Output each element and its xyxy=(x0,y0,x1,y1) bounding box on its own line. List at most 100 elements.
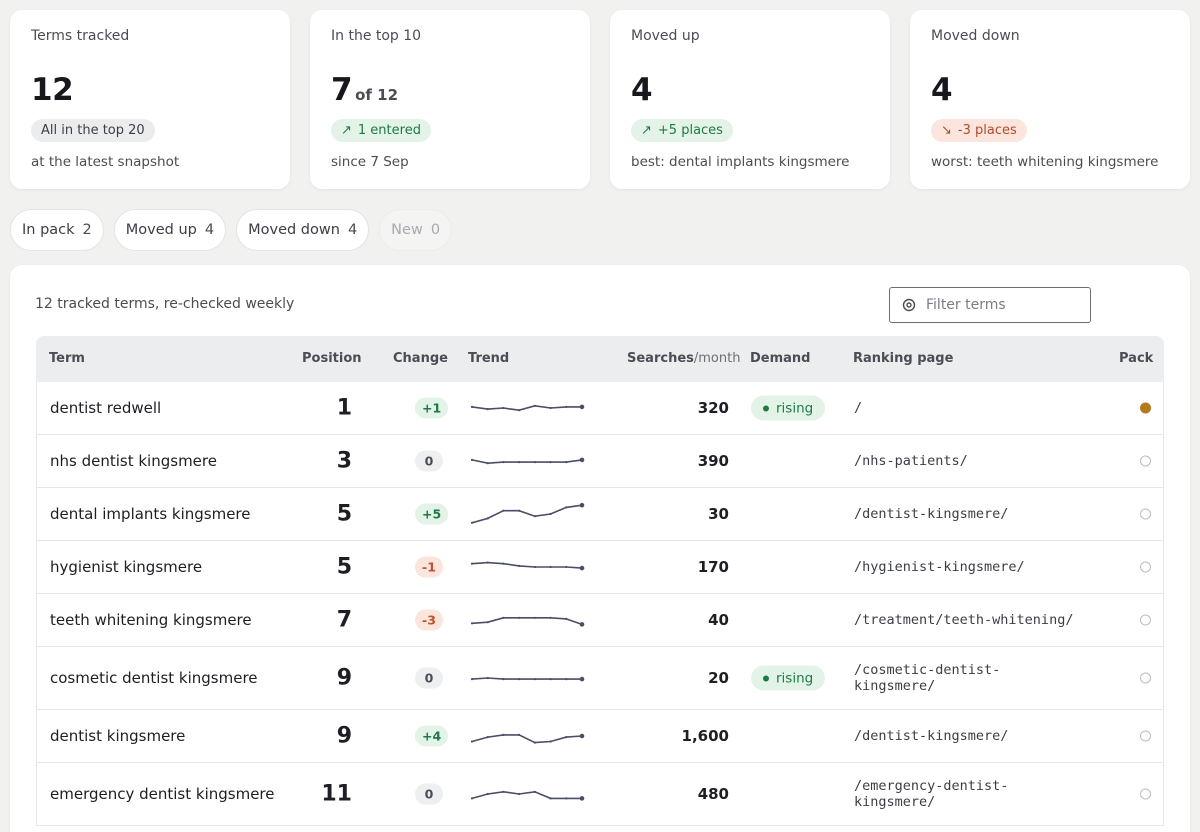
sparkline-line xyxy=(471,561,583,569)
stat-value: 7 of 12 xyxy=(331,72,398,108)
sparkline-point xyxy=(486,792,489,796)
sparkline-point xyxy=(502,509,505,512)
sparkline-point xyxy=(533,461,536,464)
sparkline-line xyxy=(471,734,583,744)
ranking-page-cell: /hygienist-kingsmere/ xyxy=(854,559,1025,575)
sparkline-point xyxy=(565,506,568,509)
term-cell: dentist redwell xyxy=(50,399,162,417)
table-row[interactable]: teeth whitening kingsmere 7 -3 40/treatment… xyxy=(36,594,1164,647)
table-row[interactable]: dentist kingsmere 9 +4 1,600/dentist-kingsm… xyxy=(36,710,1164,763)
sparkline-svg xyxy=(470,790,585,801)
sparkline-point xyxy=(549,678,552,681)
position-cell: 9 xyxy=(336,723,352,749)
sparkline-point xyxy=(579,404,585,410)
col-term[interactable]: Term xyxy=(49,351,85,366)
chip-label: In pack xyxy=(22,222,75,238)
col-change[interactable]: Change xyxy=(393,351,448,366)
table-row[interactable]: cosmetic dentist kingsmere 9 0 20 rising/cos… xyxy=(36,647,1164,710)
filter-terms-field[interactable] xyxy=(889,287,1091,323)
sparkline-point xyxy=(533,790,536,793)
searches-cell: 390 xyxy=(697,452,729,470)
sparkline-point xyxy=(470,797,474,800)
stat-card-moved-up: Moved up 4 ↗ +5 places best: dental impla… xyxy=(610,10,890,189)
sparkline-point xyxy=(518,564,521,567)
sparkline-point xyxy=(579,565,585,571)
chip-count: 0 xyxy=(430,222,441,238)
searches-cell: 480 xyxy=(697,785,729,803)
change-badge: +4 xyxy=(415,725,449,747)
change-badge: -1 xyxy=(415,556,443,578)
stat-badge: ↗ +5 places xyxy=(631,119,733,142)
sparkline-point xyxy=(502,406,505,410)
sparkline-point xyxy=(533,741,536,744)
pack-filled-dot-icon xyxy=(1140,402,1151,414)
trend-sparkline xyxy=(470,779,586,809)
stat-badge-text: All in the top 20 xyxy=(41,123,145,138)
chip-count: 4 xyxy=(204,222,215,238)
stat-badge-text: +5 places xyxy=(657,123,723,138)
sparkline-point xyxy=(470,678,474,681)
position-cell: 5 xyxy=(336,501,352,527)
pack-empty-dot-icon xyxy=(1140,730,1151,742)
change-badge: 0 xyxy=(415,783,443,805)
sparkline-point xyxy=(518,792,521,796)
table-row[interactable]: emergency dentist kingsmere 11 0 480/emerge… xyxy=(36,763,1164,826)
searches-cell: 20 xyxy=(708,669,729,687)
change-badge: -3 xyxy=(415,609,443,631)
ranking-page-cell: /dentist-kingsmere/ xyxy=(854,728,1009,744)
position-cell: 1 xyxy=(336,395,352,421)
col-searches[interactable]: Searches/month xyxy=(627,351,740,366)
position-cell: 7 xyxy=(336,607,352,633)
sparkline-point xyxy=(518,461,521,464)
stat-number: 4 xyxy=(631,72,653,108)
sparkline-point xyxy=(518,616,521,619)
chip-count: 2 xyxy=(82,222,92,238)
ranking-page-cell: /cosmetic-dentist- kingsmere/ xyxy=(854,662,1001,694)
col-position[interactable]: Position xyxy=(302,351,362,366)
searches-cell: 1,600 xyxy=(681,727,729,745)
change-badge: +5 xyxy=(415,503,449,525)
sparkline-svg xyxy=(470,733,585,744)
sparkline-point xyxy=(565,565,568,569)
table-row[interactable]: hygienist kingsmere 5 -1 170/hygienist-king… xyxy=(36,541,1164,594)
chip-moved-up[interactable]: Moved up 4 xyxy=(113,209,227,251)
term-cell: teeth whitening kingsmere xyxy=(50,611,252,629)
ranking-page-cell: / xyxy=(854,400,863,416)
chip-in-pack[interactable]: In pack 2 xyxy=(10,209,104,251)
sparkline-point xyxy=(549,565,552,569)
terms-table: Term Position Change Trend Searches/mont… xyxy=(36,336,1164,826)
demand-label: rising xyxy=(776,670,814,686)
stat-value: 12 xyxy=(31,72,74,108)
pack-empty-dot-icon xyxy=(1140,455,1151,467)
table-row[interactable]: nhs dentist kingsmere 3 0 390/nhs-patients/ xyxy=(36,435,1164,488)
ranking-page-cell: /treatment/teeth-whitening/ xyxy=(854,612,1074,628)
status-dot-icon xyxy=(763,405,769,411)
col-ranking-page[interactable]: Ranking page xyxy=(853,351,954,366)
sparkline-point xyxy=(533,565,536,569)
sparkline-point xyxy=(518,733,521,736)
sparkline-point xyxy=(533,616,536,619)
col-pack[interactable]: Pack xyxy=(1119,351,1154,366)
chip-moved-down[interactable]: Moved down 4 xyxy=(236,209,370,251)
sparkline-point xyxy=(533,404,536,407)
chip-label: New xyxy=(391,222,423,238)
sparkline-svg xyxy=(470,502,585,524)
sparkline-point xyxy=(549,461,552,464)
filter-terms-input[interactable] xyxy=(926,297,1076,313)
stat-label: In the top 10 xyxy=(331,28,422,44)
table-body: dentist redwell 1 +1 320 rising / nhs dentist … xyxy=(36,382,1164,826)
stat-badge: ↗ 1 entered xyxy=(331,119,431,142)
arrow-up-right-icon: ↗ xyxy=(641,123,652,138)
stat-label: Moved down xyxy=(931,28,1020,44)
table-row[interactable]: dental implants kingsmere 5 +5 30/dentist-k… xyxy=(36,488,1164,541)
pack-empty-dot-icon xyxy=(1140,788,1151,800)
stat-badge: All in the top 20 xyxy=(31,119,155,142)
sparkline-line xyxy=(471,790,582,800)
sparkline-point xyxy=(549,797,552,800)
stat-note: worst: teeth whitening kingsmere xyxy=(931,154,1159,170)
stat-cards: Terms tracked 12 All in the top 20 at th… xyxy=(10,10,1190,189)
table-row[interactable]: dentist redwell 1 +1 320 rising / xyxy=(36,382,1164,435)
term-cell: nhs dentist kingsmere xyxy=(50,452,217,470)
col-demand[interactable]: Demand xyxy=(750,351,811,366)
sparkline-point xyxy=(549,406,552,410)
